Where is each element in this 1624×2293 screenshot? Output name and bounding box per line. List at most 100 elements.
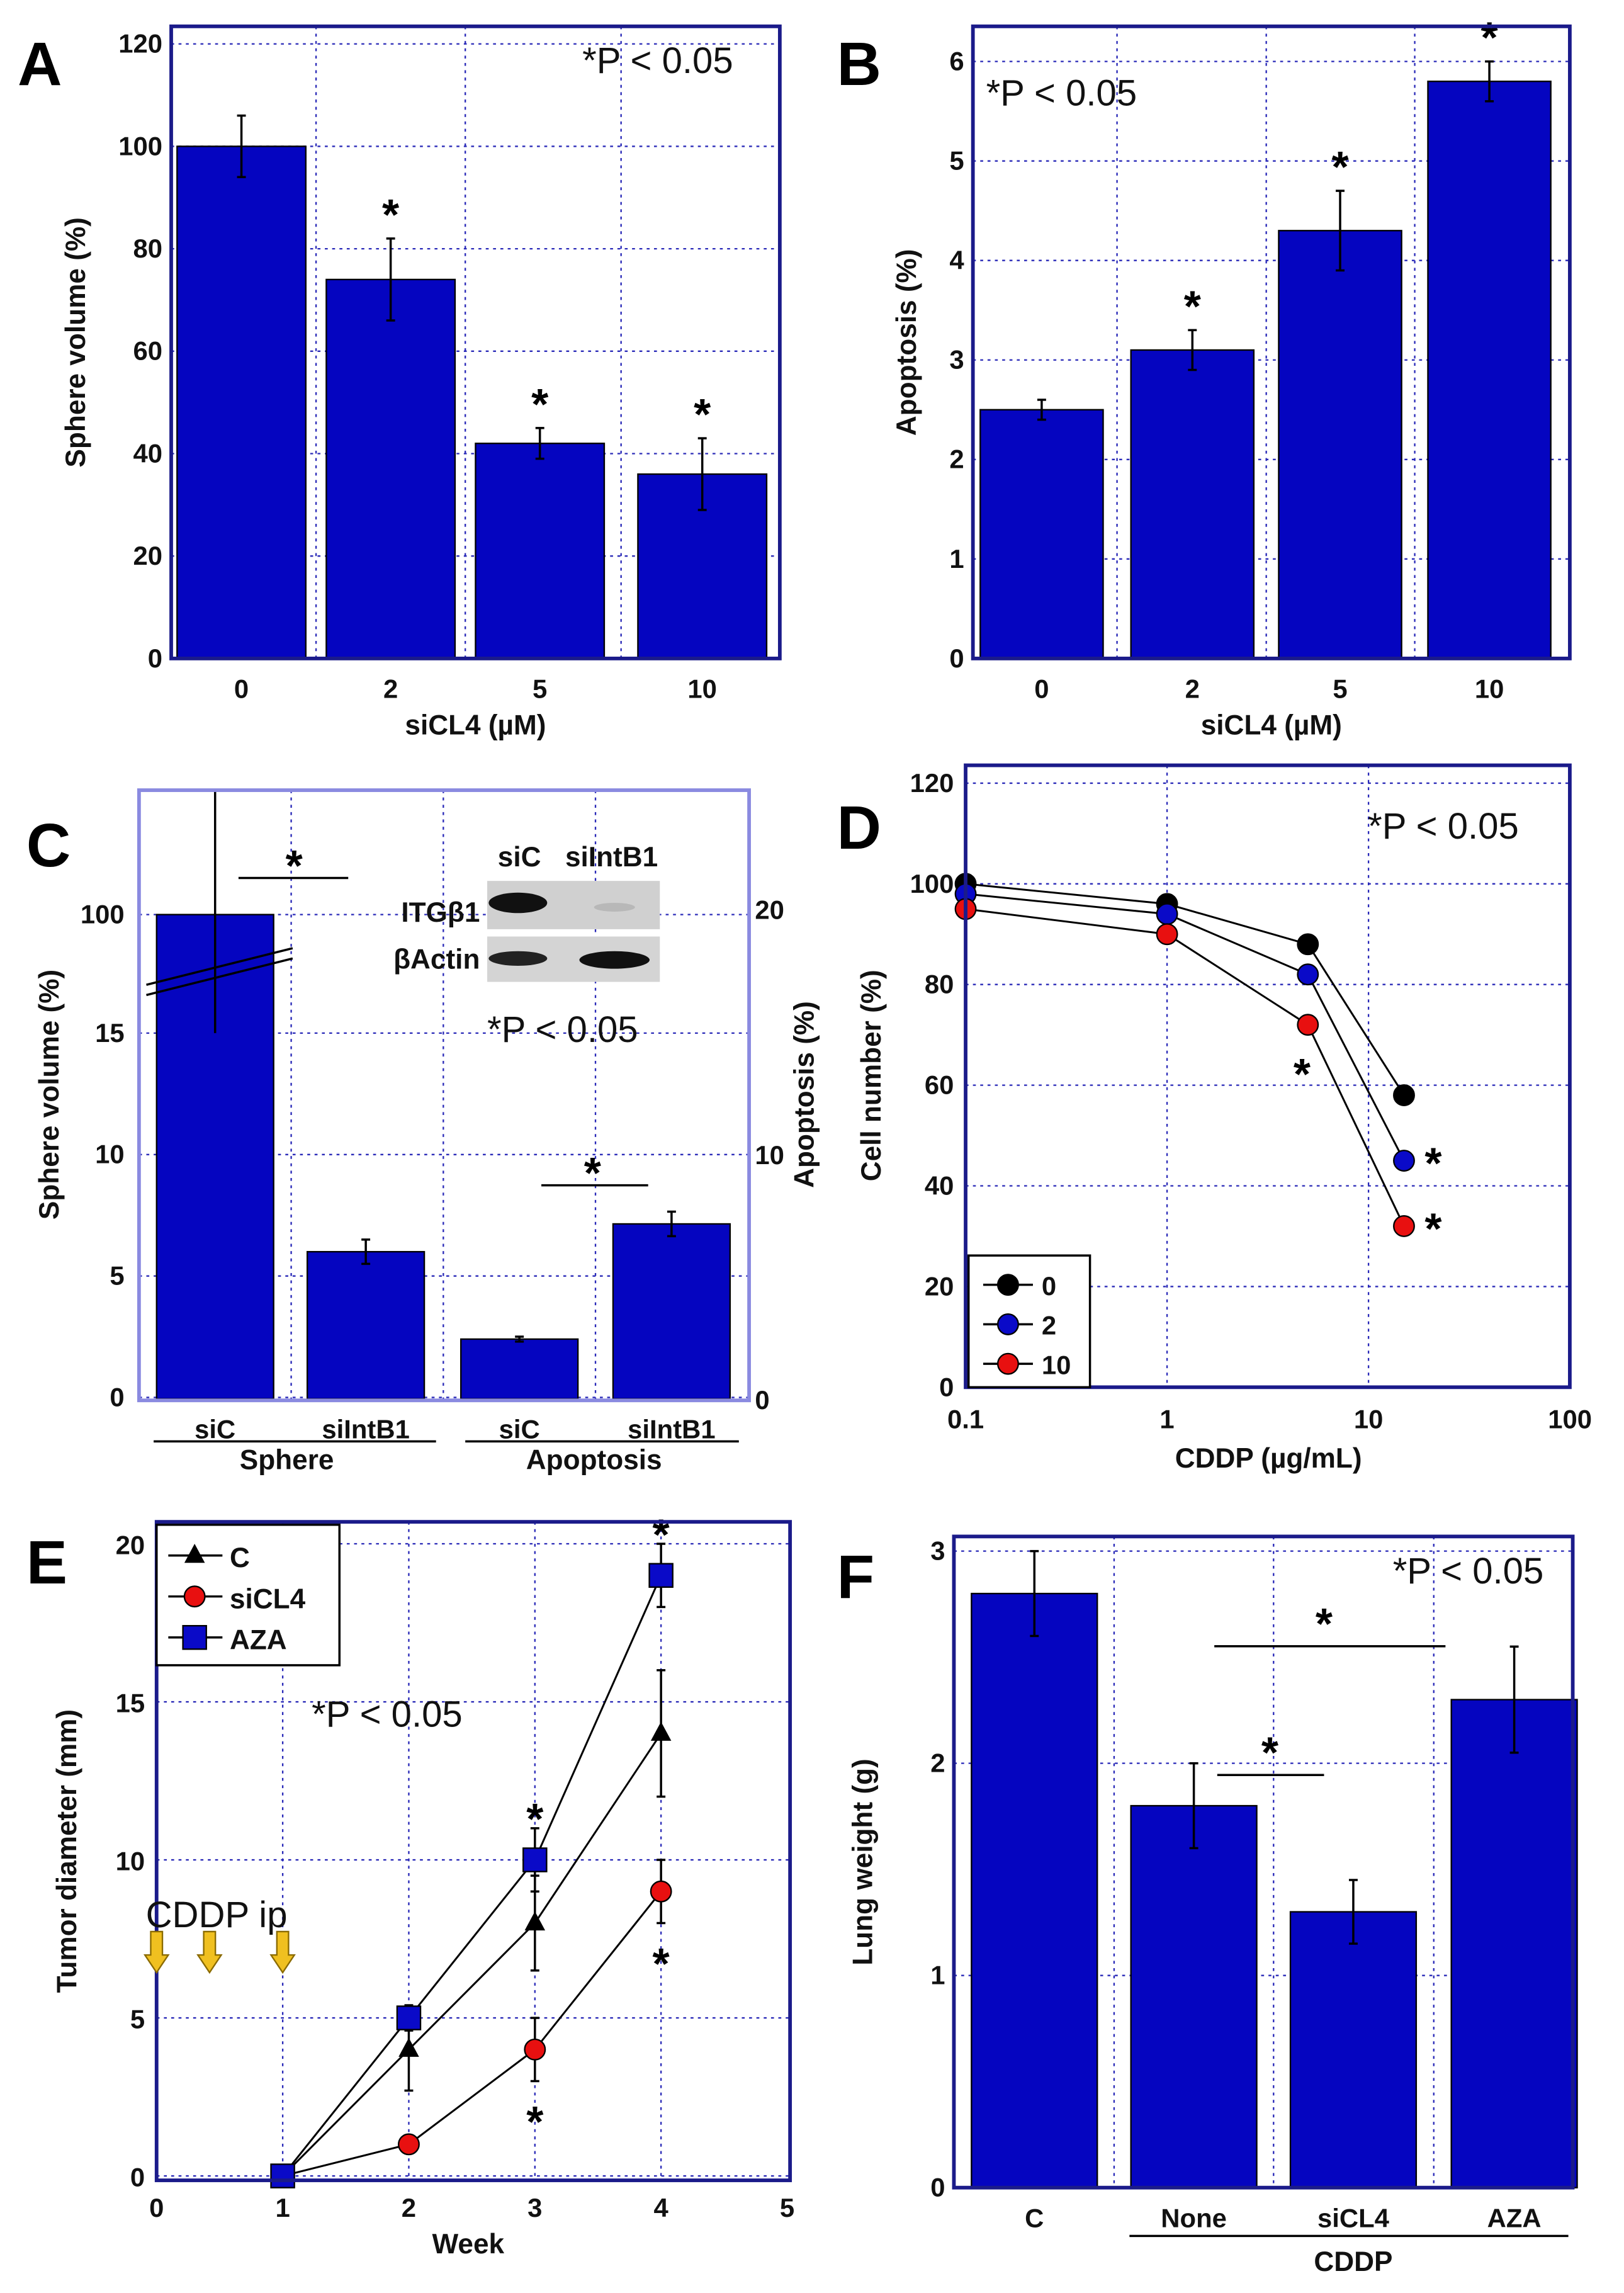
x-axis-label: siCL4 (µM)	[1201, 710, 1342, 741]
x-tick-label: 2	[402, 2193, 416, 2222]
significance-star: *	[1331, 142, 1349, 191]
y-tick-label: 80	[925, 970, 954, 999]
group-label: CDDP	[1314, 2246, 1392, 2277]
y-axis-label: Sphere volume (%)	[60, 217, 91, 467]
significance-star: *	[526, 2097, 544, 2146]
panel-label: D	[837, 793, 882, 862]
data-point	[522, 1847, 548, 1872]
panel-label: C	[26, 811, 71, 880]
data-point	[1393, 1084, 1415, 1107]
significance-star: *	[1261, 1728, 1279, 1777]
y-axis-label: Apoptosis (%)	[891, 249, 922, 436]
data-point	[650, 1880, 672, 1903]
x-tick-label: 10	[1475, 674, 1504, 704]
x-axis-label: Week	[432, 2229, 505, 2260]
y-tick-label: 1	[949, 544, 964, 574]
data-point	[184, 1544, 205, 1563]
data-point	[398, 2037, 419, 2057]
series-line-10	[965, 908, 1405, 1227]
x-axis-label: siCL4 (µM)	[405, 710, 546, 741]
blot-lane-label: siC	[498, 842, 541, 873]
down-arrow-icon	[196, 1930, 223, 1974]
legend-marker	[997, 1352, 1019, 1375]
x-tick-label: siCL4	[1317, 2203, 1390, 2233]
plot-frame	[154, 1520, 792, 2182]
bar	[1130, 1804, 1258, 2188]
y-tick-label: 60	[133, 336, 163, 366]
blot-row-label: βActin	[393, 944, 480, 975]
significance-star: *	[1424, 1204, 1442, 1253]
y-tick-label: 10	[95, 1140, 125, 1169]
legend-label: 10	[1042, 1350, 1071, 1379]
y-tick-label: 120	[118, 29, 162, 59]
panel-label: A	[18, 30, 62, 98]
axis-break-mark	[146, 947, 293, 997]
x-tick-label: siIntB1	[628, 1415, 715, 1444]
group-label: Apoptosis	[526, 1444, 662, 1475]
panel-label: F	[837, 1543, 875, 1611]
data-point	[270, 2163, 295, 2188]
y-tick-label: 0	[130, 2162, 145, 2192]
bar	[1130, 349, 1255, 660]
significance-star: *	[1424, 1138, 1442, 1187]
y-tick-label: 5	[949, 146, 964, 176]
cddp-arrow-label: CDDP ip	[146, 1894, 288, 1935]
blot-row-label: ITGβ1	[401, 897, 480, 928]
x-tick-label: 5	[533, 674, 547, 704]
y-tick-label: 100	[81, 900, 125, 929]
y-axis-label: Cell number (%)	[856, 970, 887, 1181]
y-tick-label: 20	[133, 541, 163, 570]
bar	[612, 1223, 731, 1400]
y-tick-label: 80	[133, 234, 163, 263]
y-tick-label: 0	[949, 643, 964, 673]
x-tick-label: 0	[1034, 674, 1049, 704]
legend-label: AZA	[230, 1624, 287, 1655]
y-tick-label: 5	[110, 1261, 124, 1291]
significance-star: *	[1316, 1599, 1333, 1648]
data-point	[1297, 933, 1319, 956]
data-point	[524, 1911, 546, 1931]
y-tick-label: 120	[910, 768, 954, 798]
group-label: Sphere	[240, 1444, 334, 1475]
y-tick-label: 40	[133, 438, 163, 468]
x-tick-label: AZA	[1487, 2203, 1542, 2233]
bar	[971, 1592, 1098, 2188]
data-point	[182, 1625, 207, 1650]
panel-label: B	[837, 30, 882, 98]
bar	[176, 145, 307, 660]
x-tick-label: C	[1025, 2203, 1044, 2233]
data-point	[398, 2133, 420, 2156]
x-axis-label: CDDP (µg/mL)	[1175, 1443, 1362, 1474]
series-line-siCL4	[282, 1891, 662, 2177]
y-axis-label: Tumor diameter (mm)	[52, 1709, 82, 1993]
legend-label: C	[230, 1543, 250, 1573]
x-tick-label: 5	[1333, 674, 1347, 704]
x-tick-label: 4	[654, 2193, 669, 2222]
down-arrow-icon	[143, 1930, 170, 1974]
data-point	[524, 2038, 546, 2061]
y-tick-label: 100	[118, 131, 162, 161]
bar	[1278, 230, 1402, 660]
x-tick-label: 3	[527, 2193, 542, 2222]
y-tick-label: 0	[110, 1383, 124, 1412]
significance-star: *	[531, 380, 549, 429]
p-value-annotation: *P < 0.05	[487, 1009, 638, 1050]
y-axis-label: Lung weight (g)	[847, 1758, 878, 1966]
bar	[1427, 81, 1552, 660]
y-tick-label: 4	[949, 246, 964, 275]
y-tick-label: 2	[930, 1748, 945, 1778]
p-value-annotation: *P < 0.05	[986, 72, 1137, 113]
data-point	[650, 1721, 672, 1741]
data-point	[183, 1585, 206, 1608]
x-tick-label: 1	[1159, 1404, 1174, 1434]
significance-star: *	[653, 1510, 670, 1559]
blot-band	[579, 951, 650, 969]
y-tick-label: 6	[949, 47, 964, 76]
x-tick-label: siIntB1	[322, 1415, 409, 1444]
x-tick-label: 2	[1185, 674, 1200, 704]
x-tick-label: siC	[195, 1415, 235, 1444]
x-tick-label: 100	[1548, 1404, 1592, 1434]
x-tick-label: 10	[687, 674, 717, 704]
bar	[1289, 1911, 1418, 2188]
